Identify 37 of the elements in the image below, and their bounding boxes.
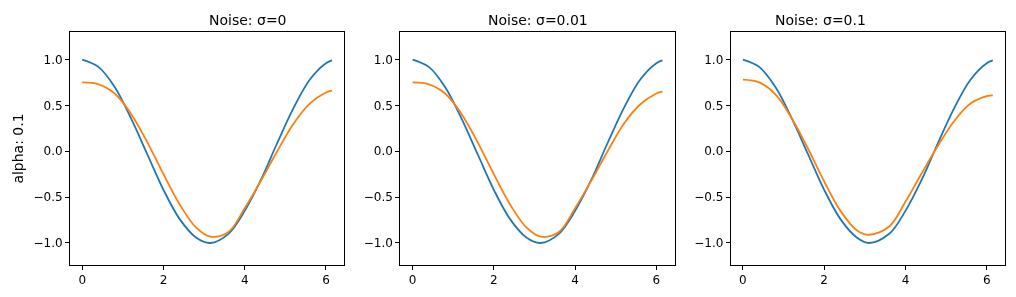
line-series bbox=[742, 78, 994, 236]
x-tick-label: 4 bbox=[901, 273, 910, 288]
y-tick-label: 0.0 bbox=[373, 144, 393, 159]
y-tick-label: 0.5 bbox=[704, 98, 724, 113]
x-tick-label: 6 bbox=[982, 273, 991, 288]
y-tick-label: −1.0 bbox=[363, 236, 393, 251]
x-tick-label: 4 bbox=[571, 273, 579, 288]
y-tick-label: 1.0 bbox=[43, 52, 63, 67]
y-tick-label: −0.5 bbox=[363, 190, 393, 205]
x-tick-label: 6 bbox=[652, 273, 661, 288]
y-tick-label: 0.5 bbox=[373, 98, 393, 113]
line-series bbox=[411, 58, 664, 244]
x-tick-label: 0 bbox=[739, 273, 747, 288]
x-tick-label: 2 bbox=[820, 273, 828, 288]
y-tick-label: −1.0 bbox=[33, 236, 63, 251]
x-tick-label: 2 bbox=[159, 273, 168, 288]
y-tick-label: −0.5 bbox=[694, 190, 724, 205]
line-series bbox=[81, 58, 333, 244]
y-tick-label: −0.5 bbox=[33, 190, 63, 205]
line-series bbox=[411, 81, 664, 238]
y-axis-title: alpha: 0.1 bbox=[10, 113, 27, 184]
x-tick-label: 0 bbox=[408, 273, 417, 288]
x-tick-label: 2 bbox=[490, 273, 498, 288]
y-tick-label: 0.0 bbox=[43, 144, 63, 159]
line-series bbox=[742, 58, 994, 244]
line-series bbox=[81, 81, 333, 238]
chart-title: Noise: σ=0.1 bbox=[775, 12, 866, 28]
y-tick-label: 1.0 bbox=[704, 52, 724, 67]
y-tick-label: −1.0 bbox=[694, 236, 724, 251]
chart-title: Noise: σ=0.01 bbox=[488, 12, 588, 28]
x-tick-label: 6 bbox=[322, 273, 330, 288]
x-tick-label: 0 bbox=[78, 273, 87, 288]
y-tick-label: 0.0 bbox=[704, 144, 724, 159]
chart-title: Noise: σ=0 bbox=[209, 12, 287, 28]
x-tick-label: 4 bbox=[240, 273, 249, 288]
y-tick-label: 1.0 bbox=[373, 52, 393, 67]
y-tick-label: 0.5 bbox=[43, 98, 63, 113]
